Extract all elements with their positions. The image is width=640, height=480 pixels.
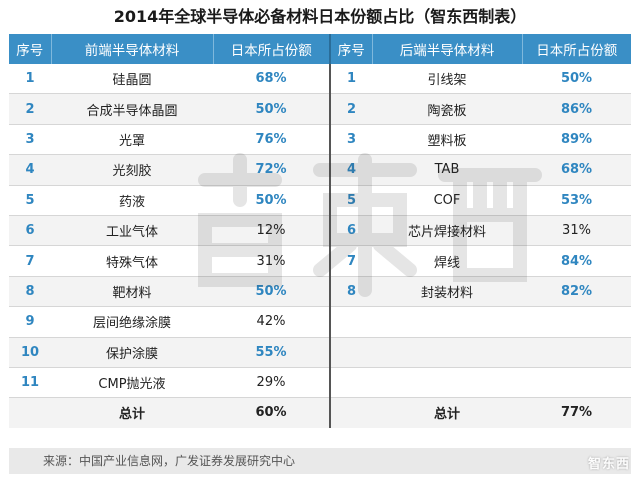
row-index-left: 9 bbox=[9, 306, 51, 338]
back-material-share bbox=[522, 337, 631, 368]
total-blank-right bbox=[330, 397, 372, 428]
total-share-left: 60% bbox=[213, 397, 331, 428]
row-index-left: 11 bbox=[9, 367, 51, 399]
total-label-right: 总计 bbox=[372, 397, 522, 428]
front-material-name: 光刻胶 bbox=[51, 154, 213, 186]
row-index-right bbox=[330, 367, 372, 399]
row-index-left: 10 bbox=[9, 337, 51, 368]
front-material-share: 50% bbox=[213, 93, 331, 125]
front-material-share: 50% bbox=[213, 185, 331, 216]
front-material-name: 靶材料 bbox=[51, 276, 213, 308]
row-index-left: 6 bbox=[9, 215, 51, 247]
back-material-share bbox=[522, 306, 631, 338]
header-share-right: 日本所占份额 bbox=[522, 34, 631, 64]
header-seq-right: 序号 bbox=[330, 34, 373, 64]
front-material-share: 42% bbox=[213, 306, 331, 338]
table-row: 4 光刻胶 72% 4 TAB 68% bbox=[9, 154, 631, 186]
row-index-left: 7 bbox=[9, 245, 51, 277]
table-row: 8 靶材料 50% 8 封装材料 82% bbox=[9, 276, 631, 308]
row-index-left: 1 bbox=[9, 64, 51, 95]
row-index-left: 4 bbox=[9, 154, 51, 186]
row-index-left: 8 bbox=[9, 276, 51, 308]
back-material-share: 82% bbox=[522, 276, 631, 308]
total-blank-left bbox=[9, 397, 51, 428]
back-material-share: 89% bbox=[522, 124, 631, 156]
back-material-name: 塑料板 bbox=[372, 124, 522, 156]
watermark-logo-small: 智东西 bbox=[587, 457, 630, 472]
header-row: 序号 前端半导体材料 日本所占份额 序号 后端半导体材料 日本所占份额 bbox=[9, 34, 631, 64]
table-row: 5 药液 50% 5 COF 53% bbox=[9, 185, 631, 216]
header-share-left: 日本所占份额 bbox=[213, 34, 331, 64]
front-material-share: 55% bbox=[213, 337, 331, 368]
back-material-name bbox=[372, 337, 522, 368]
back-material-share bbox=[522, 367, 631, 399]
table-row: 9 层间绝缘涂膜 42% bbox=[9, 306, 631, 338]
back-material-share: 68% bbox=[522, 154, 631, 186]
front-material-share: 76% bbox=[213, 124, 331, 156]
row-index-right: 2 bbox=[330, 93, 372, 125]
table-row: 11 CMP抛光液 29% bbox=[9, 367, 631, 399]
source-note: 来源：中国产业信息网，广发证券发展研究中心 bbox=[9, 448, 631, 474]
front-material-name: 保护涂膜 bbox=[51, 337, 213, 368]
row-index-right: 8 bbox=[330, 276, 372, 308]
japan-share-table: 序号 前端半导体材料 日本所占份额 序号 后端半导体材料 日本所占份额 1 硅晶圆… bbox=[9, 34, 631, 428]
front-material-share: 50% bbox=[213, 276, 331, 308]
row-index-right bbox=[330, 337, 372, 368]
back-material-share: 50% bbox=[522, 64, 631, 95]
table-title: 2014年全球半导体必备材料日本份额占比（智东西制表） bbox=[113, 7, 527, 26]
table-row: 6 工业气体 12% 6 芯片焊接材料 31% bbox=[9, 215, 631, 247]
table-row: 10 保护涂膜 55% bbox=[9, 337, 631, 368]
table-row: 1 硅晶圆 68% 1 引线架 50% bbox=[9, 64, 631, 95]
table-row: 3 光罩 76% 3 塑料板 89% bbox=[9, 124, 631, 156]
front-material-name: 光罩 bbox=[51, 124, 213, 156]
total-label-left: 总计 bbox=[51, 397, 213, 428]
front-material-share: 29% bbox=[213, 367, 331, 399]
back-material-share: 84% bbox=[522, 245, 631, 277]
front-material-name: 药液 bbox=[51, 185, 213, 216]
header-front-materials: 前端半导体材料 bbox=[51, 34, 214, 64]
row-index-right bbox=[330, 306, 372, 338]
table-row: 2 合成半导体晶圆 50% 2 陶瓷板 86% bbox=[9, 93, 631, 125]
back-material-name: 引线架 bbox=[372, 64, 522, 95]
back-material-name bbox=[372, 306, 522, 338]
front-material-name: 硅晶圆 bbox=[51, 64, 213, 95]
front-material-name: CMP抛光液 bbox=[51, 367, 213, 399]
row-index-right: 6 bbox=[330, 215, 372, 247]
row-index-left: 5 bbox=[9, 185, 51, 216]
back-material-name: 陶瓷板 bbox=[372, 93, 522, 125]
back-material-name: TAB bbox=[372, 154, 522, 186]
front-material-share: 12% bbox=[213, 215, 331, 247]
back-material-name bbox=[372, 367, 522, 399]
front-material-name: 合成半导体晶圆 bbox=[51, 93, 213, 125]
total-row: 总计 60% 总计 77% bbox=[9, 397, 631, 428]
row-index-left: 2 bbox=[9, 93, 51, 125]
header-seq-left: 序号 bbox=[9, 34, 52, 64]
row-index-right: 3 bbox=[330, 124, 372, 156]
row-index-right: 7 bbox=[330, 245, 372, 277]
row-index-right: 1 bbox=[330, 64, 372, 95]
row-index-right: 5 bbox=[330, 185, 372, 216]
front-material-name: 层间绝缘涂膜 bbox=[51, 306, 213, 338]
total-share-right: 77% bbox=[522, 397, 631, 428]
back-material-share: 53% bbox=[522, 185, 631, 216]
front-material-share: 68% bbox=[213, 64, 331, 95]
front-material-share: 31% bbox=[213, 245, 331, 277]
header-back-materials: 后端半导体材料 bbox=[372, 34, 523, 64]
row-index-right: 4 bbox=[330, 154, 372, 186]
back-material-name: 焊线 bbox=[372, 245, 522, 277]
front-material-share: 72% bbox=[213, 154, 331, 186]
front-material-name: 特殊气体 bbox=[51, 245, 213, 277]
back-material-share: 86% bbox=[522, 93, 631, 125]
front-material-name: 工业气体 bbox=[51, 215, 213, 247]
table-row: 7 特殊气体 31% 7 焊线 84% bbox=[9, 245, 631, 277]
row-index-left: 3 bbox=[9, 124, 51, 156]
back-material-name: COF bbox=[372, 185, 522, 216]
back-material-share: 31% bbox=[522, 215, 631, 247]
back-material-name: 封装材料 bbox=[372, 276, 522, 308]
back-material-name: 芯片焊接材料 bbox=[372, 215, 522, 247]
